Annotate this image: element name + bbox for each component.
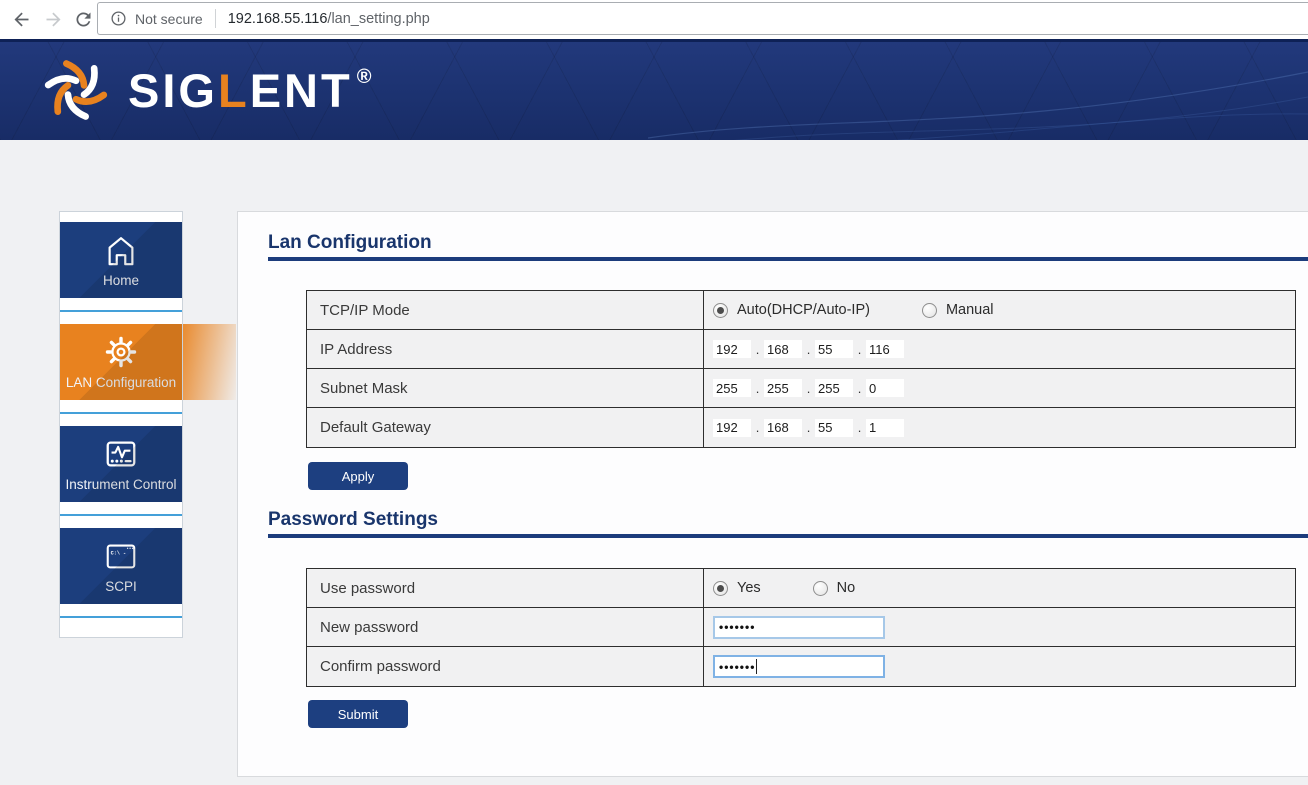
gateway-octet-1[interactable]: [713, 418, 751, 437]
confirm-password-label: Confirm password: [307, 647, 704, 686]
table-row: Subnet Mask . . .: [307, 369, 1295, 408]
table-row: Use password Yes No: [307, 569, 1295, 608]
sidebar-item-lan-configuration[interactable]: LAN Configuration: [60, 324, 182, 400]
octet-dot: .: [857, 380, 862, 396]
sidebar-item-scpi[interactable]: C:\ - SCPI: [60, 528, 182, 604]
table-row: Default Gateway . . .: [307, 408, 1295, 447]
new-password-value: •••••••: [719, 620, 756, 634]
sidebar-separator: [60, 412, 182, 414]
ip-octet-3[interactable]: [815, 340, 853, 358]
main-panel: Lan Configuration TCP/IP Mode Auto(DHCP/…: [237, 211, 1308, 777]
radio-auto-dhcp-label[interactable]: Auto(DHCP/Auto-IP): [737, 302, 870, 318]
subnet-octet-1[interactable]: [713, 379, 751, 397]
table-row: IP Address . . .: [307, 330, 1295, 369]
subnet-octet-3[interactable]: [815, 379, 853, 397]
radio-manual-label[interactable]: Manual: [945, 302, 994, 318]
header-decoration: [648, 71, 1308, 140]
lan-configuration-title: Lan Configuration: [268, 232, 432, 253]
active-item-glow: [183, 324, 236, 400]
security-label: Not secure: [135, 10, 203, 27]
back-icon[interactable]: [8, 6, 34, 32]
registered-mark: ®: [356, 65, 372, 88]
subnet-octet-4[interactable]: [866, 379, 904, 397]
octet-dot: .: [806, 380, 811, 396]
url-path: /lan_setting.php: [327, 10, 430, 27]
home-icon: [102, 231, 140, 269]
radio-use-password-no[interactable]: [812, 580, 828, 596]
wordmark-part2: L: [217, 63, 250, 117]
sidebar-separator: [60, 310, 182, 312]
octet-dot: .: [755, 420, 760, 435]
password-settings-table: Use password Yes No New password •••••••…: [306, 568, 1296, 687]
apply-button[interactable]: Apply: [308, 462, 408, 490]
tcpip-mode-label: TCP/IP Mode: [307, 291, 704, 329]
url-bar[interactable]: Not secure 192.168.55.116/lan_setting.ph…: [97, 2, 1308, 35]
siglent-wordmark: SIGLENT ®: [128, 67, 371, 114]
siglent-swirl-icon: [44, 60, 108, 120]
lan-configuration-table: TCP/IP Mode Auto(DHCP/Auto-IP) Manual IP…: [306, 290, 1296, 448]
use-password-label: Use password: [307, 569, 704, 607]
info-icon[interactable]: [110, 10, 127, 27]
octet-dot: .: [857, 341, 862, 357]
sidebar-item-label: Home: [102, 272, 139, 288]
gateway-octet-4[interactable]: [866, 418, 904, 437]
sidebar-item-label: SCPI: [105, 578, 137, 594]
subnet-octet-2[interactable]: [764, 379, 802, 397]
ip-octet-4[interactable]: [866, 340, 904, 358]
gateway-octet-2[interactable]: [764, 418, 802, 437]
subnet-mask-label: Subnet Mask: [307, 369, 704, 407]
radio-no-label[interactable]: No: [836, 580, 856, 596]
table-row: New password •••••••: [307, 608, 1295, 647]
radio-yes-label[interactable]: Yes: [737, 580, 761, 596]
sidebar-separator: [60, 616, 182, 618]
text-caret: [756, 659, 758, 674]
siglent-logo: SIGLENT ®: [38, 52, 371, 128]
octet-dot: .: [755, 380, 760, 396]
default-gateway-label: Default Gateway: [307, 408, 704, 447]
sidebar-item-home[interactable]: Home: [60, 222, 182, 298]
reload-icon[interactable]: [70, 6, 96, 32]
octet-dot: .: [806, 341, 811, 357]
omnibox-divider: [214, 9, 216, 28]
confirm-password-value: •••••••: [719, 659, 756, 674]
sidebar-nav: Home LAN Configuration: [59, 211, 183, 638]
radio-use-password-yes[interactable]: [713, 580, 728, 596]
sidebar-item-label: LAN Configuration: [65, 374, 177, 390]
octet-dot: .: [806, 420, 811, 435]
url-host: 192.168.55.116: [227, 10, 328, 27]
wordmark-part3: ENT: [249, 63, 353, 117]
ip-address-label: IP Address: [307, 330, 704, 368]
lan-title-rule: [268, 257, 1308, 261]
sidebar-item-label: Instrument Control: [65, 476, 177, 492]
new-password-label: New password: [307, 608, 704, 646]
browser-toolbar: Not secure 192.168.55.116/lan_setting.ph…: [0, 0, 1308, 39]
password-settings-title: Password Settings: [268, 509, 438, 530]
oscilloscope-icon: [101, 435, 141, 473]
gear-icon: [103, 333, 139, 371]
new-password-input[interactable]: •••••••: [713, 615, 885, 639]
sidebar-separator: [60, 514, 182, 516]
radio-auto-dhcp[interactable]: [713, 302, 728, 318]
ip-octet-1[interactable]: [713, 340, 751, 358]
sidebar-item-instrument-control[interactable]: Instrument Control: [60, 426, 182, 502]
forward-icon[interactable]: [40, 6, 66, 32]
gateway-octet-3[interactable]: [815, 418, 853, 437]
ip-octet-2[interactable]: [764, 340, 802, 358]
terminal-icon: C:\ -: [101, 537, 141, 575]
octet-dot: .: [857, 420, 862, 435]
site-header: SIGLENT ®: [0, 39, 1308, 140]
table-row: Confirm password •••••••: [307, 647, 1295, 686]
password-title-rule: [268, 534, 1308, 538]
table-row: TCP/IP Mode Auto(DHCP/Auto-IP) Manual: [307, 291, 1295, 330]
octet-dot: .: [755, 341, 760, 357]
terminal-icon-text: C:\ -: [111, 550, 127, 556]
wordmark-part1: SIG: [128, 63, 218, 117]
confirm-password-input[interactable]: •••••••: [713, 655, 885, 678]
submit-button[interactable]: Submit: [308, 700, 408, 728]
radio-manual[interactable]: [921, 302, 937, 318]
